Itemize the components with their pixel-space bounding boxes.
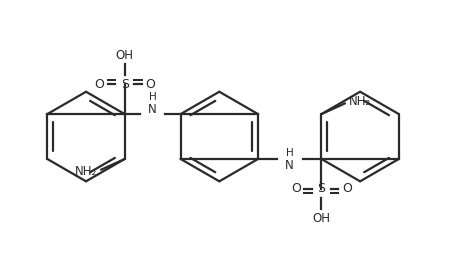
Text: O: O: [290, 182, 300, 195]
Text: S: S: [121, 78, 129, 91]
Text: N: N: [285, 159, 293, 172]
Text: OH: OH: [116, 49, 134, 62]
Text: S: S: [317, 182, 325, 195]
Text: OH: OH: [312, 212, 330, 225]
Text: H: H: [285, 148, 293, 158]
Text: H: H: [148, 92, 156, 102]
Text: NH₂: NH₂: [348, 95, 370, 108]
Text: NH₂: NH₂: [75, 165, 97, 178]
Text: O: O: [94, 78, 104, 91]
Text: O: O: [341, 182, 351, 195]
Text: N: N: [148, 103, 157, 116]
Text: O: O: [145, 78, 155, 91]
